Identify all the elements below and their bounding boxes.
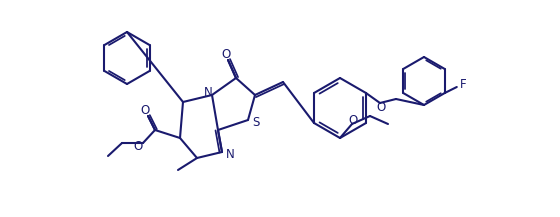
Text: O: O [221,49,231,61]
Text: N: N [204,85,212,99]
Text: O: O [348,113,358,127]
Text: O: O [376,102,386,115]
Text: S: S [253,117,260,130]
Text: F: F [459,79,466,92]
Text: N: N [226,148,235,161]
Text: O: O [133,140,143,153]
Text: O: O [141,105,150,117]
